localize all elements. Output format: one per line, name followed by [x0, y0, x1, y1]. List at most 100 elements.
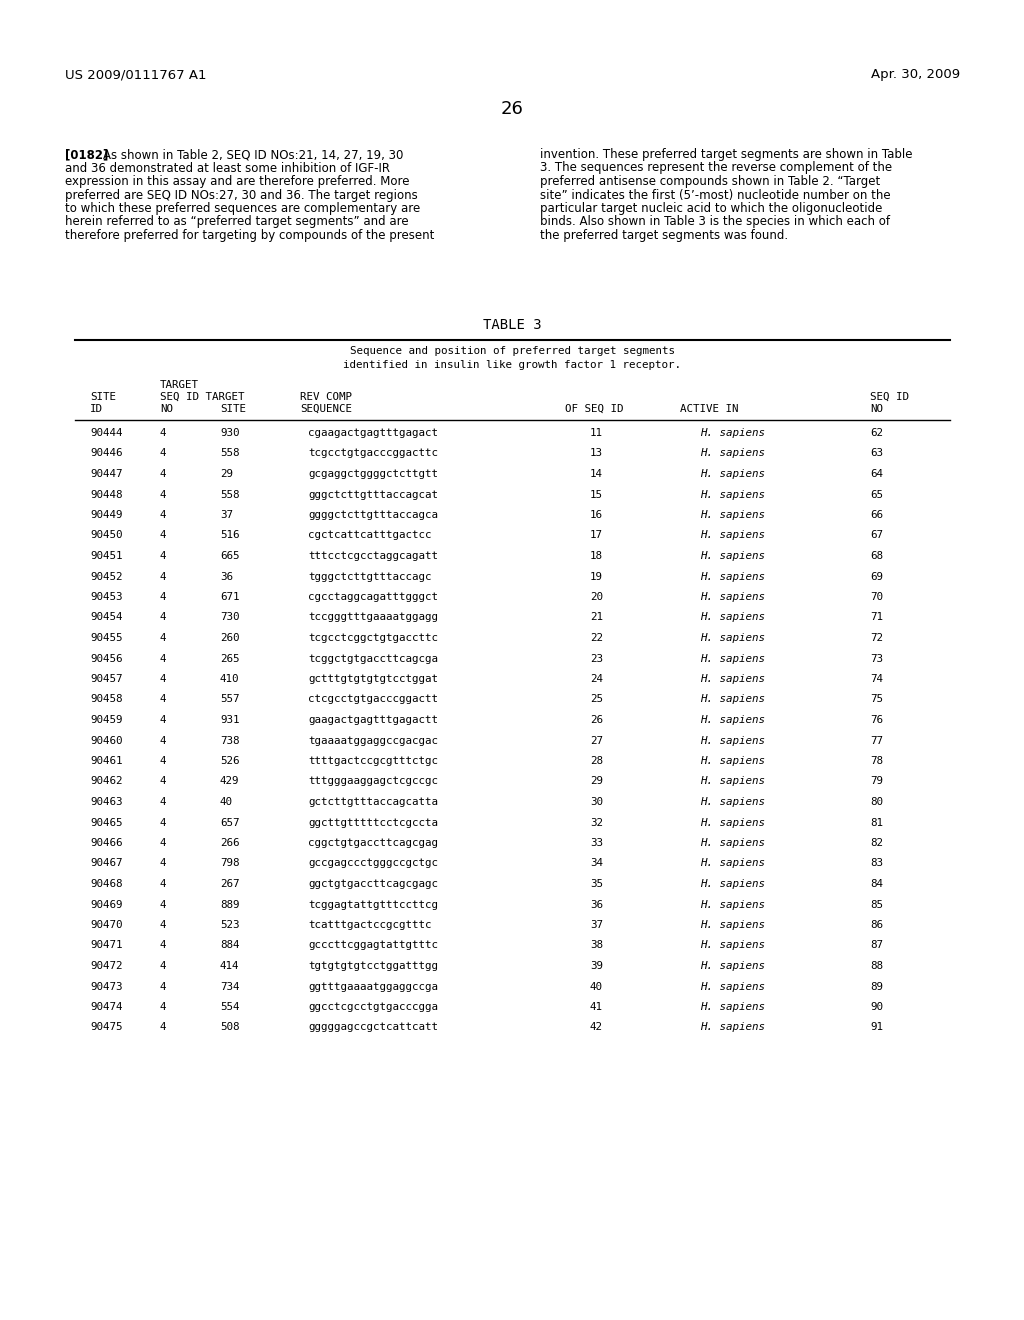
Text: 410: 410: [220, 675, 240, 684]
Text: H. sapiens: H. sapiens: [700, 490, 765, 499]
Text: herein referred to as “preferred target segments” and are: herein referred to as “preferred target …: [65, 215, 409, 228]
Text: and 36 demonstrated at least some inhibition of IGF-IR: and 36 demonstrated at least some inhibi…: [65, 161, 390, 174]
Text: H. sapiens: H. sapiens: [700, 510, 765, 520]
Text: 734: 734: [220, 982, 240, 991]
Text: 90448: 90448: [90, 490, 123, 499]
Text: H. sapiens: H. sapiens: [700, 428, 765, 438]
Text: 90463: 90463: [90, 797, 123, 807]
Text: 4: 4: [160, 756, 167, 766]
Text: US 2009/0111767 A1: US 2009/0111767 A1: [65, 69, 207, 81]
Text: 508: 508: [220, 1023, 240, 1032]
Text: 4: 4: [160, 531, 167, 540]
Text: 90: 90: [870, 1002, 883, 1012]
Text: 4: 4: [160, 550, 167, 561]
Text: 798: 798: [220, 858, 240, 869]
Text: H. sapiens: H. sapiens: [700, 756, 765, 766]
Text: 265: 265: [220, 653, 240, 664]
Text: cgcctaggcagatttgggct: cgcctaggcagatttgggct: [308, 591, 438, 602]
Text: 90462: 90462: [90, 776, 123, 787]
Text: 73: 73: [870, 653, 883, 664]
Text: 17: 17: [590, 531, 603, 540]
Text: 37: 37: [590, 920, 603, 931]
Text: gaagactgagtttgagactt: gaagactgagtttgagactt: [308, 715, 438, 725]
Text: 90472: 90472: [90, 961, 123, 972]
Text: 4: 4: [160, 428, 167, 438]
Text: 30: 30: [590, 797, 603, 807]
Text: H. sapiens: H. sapiens: [700, 572, 765, 582]
Text: 4: 4: [160, 735, 167, 746]
Text: 4: 4: [160, 940, 167, 950]
Text: H. sapiens: H. sapiens: [700, 634, 765, 643]
Text: 35: 35: [590, 879, 603, 888]
Text: 4: 4: [160, 653, 167, 664]
Text: gcccttcggagtattgtttc: gcccttcggagtattgtttc: [308, 940, 438, 950]
Text: H. sapiens: H. sapiens: [700, 838, 765, 847]
Text: 86: 86: [870, 920, 883, 931]
Text: 4: 4: [160, 982, 167, 991]
Text: cgaagactgagtttgagact: cgaagactgagtttgagact: [308, 428, 438, 438]
Text: 90453: 90453: [90, 591, 123, 602]
Text: H. sapiens: H. sapiens: [700, 449, 765, 458]
Text: TARGET: TARGET: [160, 380, 199, 389]
Text: 4: 4: [160, 490, 167, 499]
Text: 34: 34: [590, 858, 603, 869]
Text: 36: 36: [220, 572, 233, 582]
Text: H. sapiens: H. sapiens: [700, 961, 765, 972]
Text: 24: 24: [590, 675, 603, 684]
Text: 70: 70: [870, 591, 883, 602]
Text: Apr. 30, 2009: Apr. 30, 2009: [870, 69, 961, 81]
Text: 76: 76: [870, 715, 883, 725]
Text: 11: 11: [590, 428, 603, 438]
Text: 4: 4: [160, 961, 167, 972]
Text: 558: 558: [220, 449, 240, 458]
Text: 81: 81: [870, 817, 883, 828]
Text: 730: 730: [220, 612, 240, 623]
Text: As shown in Table 2, SEQ ID NOs:21, 14, 27, 19, 30: As shown in Table 2, SEQ ID NOs:21, 14, …: [103, 148, 403, 161]
Text: ggggctcttgtttaccagca: ggggctcttgtttaccagca: [308, 510, 438, 520]
Text: preferred antisense compounds shown in Table 2. “Target: preferred antisense compounds shown in T…: [540, 176, 881, 187]
Text: 64: 64: [870, 469, 883, 479]
Text: H. sapiens: H. sapiens: [700, 858, 765, 869]
Text: 266: 266: [220, 838, 240, 847]
Text: 4: 4: [160, 612, 167, 623]
Text: 74: 74: [870, 675, 883, 684]
Text: 83: 83: [870, 858, 883, 869]
Text: 66: 66: [870, 510, 883, 520]
Text: 78: 78: [870, 756, 883, 766]
Text: OF SEQ ID: OF SEQ ID: [565, 404, 624, 414]
Text: 90450: 90450: [90, 531, 123, 540]
Text: 738: 738: [220, 735, 240, 746]
Text: 79: 79: [870, 776, 883, 787]
Text: H. sapiens: H. sapiens: [700, 675, 765, 684]
Text: ctcgcctgtgacccggactt: ctcgcctgtgacccggactt: [308, 694, 438, 705]
Text: NO: NO: [160, 404, 173, 414]
Text: 14: 14: [590, 469, 603, 479]
Text: tcggctgtgaccttcagcga: tcggctgtgaccttcagcga: [308, 653, 438, 664]
Text: H. sapiens: H. sapiens: [700, 469, 765, 479]
Text: identified in insulin like growth factor 1 receptor.: identified in insulin like growth factor…: [343, 360, 681, 370]
Text: 90467: 90467: [90, 858, 123, 869]
Text: 82: 82: [870, 838, 883, 847]
Text: 62: 62: [870, 428, 883, 438]
Text: 27: 27: [590, 735, 603, 746]
Text: 32: 32: [590, 817, 603, 828]
Text: 4: 4: [160, 694, 167, 705]
Text: 90460: 90460: [90, 735, 123, 746]
Text: H. sapiens: H. sapiens: [700, 879, 765, 888]
Text: 90465: 90465: [90, 817, 123, 828]
Text: 16: 16: [590, 510, 603, 520]
Text: 523: 523: [220, 920, 240, 931]
Text: 22: 22: [590, 634, 603, 643]
Text: H. sapiens: H. sapiens: [700, 817, 765, 828]
Text: 15: 15: [590, 490, 603, 499]
Text: 4: 4: [160, 817, 167, 828]
Text: H. sapiens: H. sapiens: [700, 550, 765, 561]
Text: 41: 41: [590, 1002, 603, 1012]
Text: REV COMP: REV COMP: [300, 392, 352, 403]
Text: gctcttgtttaccagcatta: gctcttgtttaccagcatta: [308, 797, 438, 807]
Text: ID: ID: [90, 404, 103, 414]
Text: 260: 260: [220, 634, 240, 643]
Text: H. sapiens: H. sapiens: [700, 591, 765, 602]
Text: H. sapiens: H. sapiens: [700, 797, 765, 807]
Text: 4: 4: [160, 469, 167, 479]
